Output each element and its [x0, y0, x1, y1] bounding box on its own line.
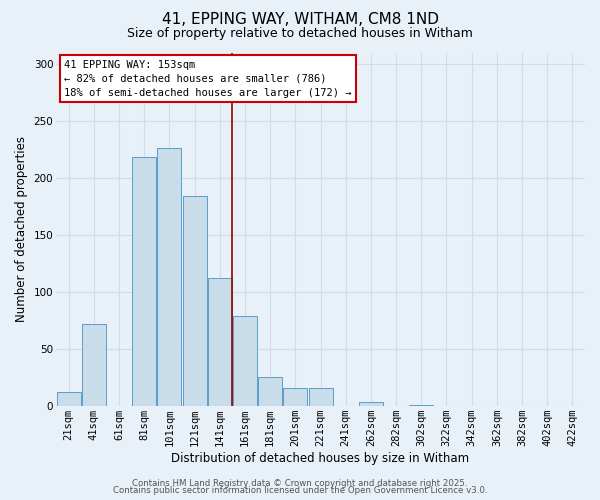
Bar: [359, 402, 383, 406]
Bar: [258, 376, 282, 406]
Text: Contains public sector information licensed under the Open Government Licence v3: Contains public sector information licen…: [113, 486, 487, 495]
Text: Contains HM Land Registry data © Crown copyright and database right 2025.: Contains HM Land Registry data © Crown c…: [132, 478, 468, 488]
Bar: [308, 388, 332, 406]
Bar: [182, 196, 206, 406]
Bar: [283, 388, 307, 406]
Bar: [132, 158, 156, 406]
Text: 41 EPPING WAY: 153sqm
← 82% of detached houses are smaller (786)
18% of semi-det: 41 EPPING WAY: 153sqm ← 82% of detached …: [64, 60, 352, 98]
X-axis label: Distribution of detached houses by size in Witham: Distribution of detached houses by size …: [172, 452, 470, 465]
Bar: [208, 278, 232, 406]
Bar: [82, 324, 106, 406]
Text: 41, EPPING WAY, WITHAM, CM8 1ND: 41, EPPING WAY, WITHAM, CM8 1ND: [161, 12, 439, 28]
Bar: [233, 316, 257, 406]
Text: Size of property relative to detached houses in Witham: Size of property relative to detached ho…: [127, 28, 473, 40]
Bar: [409, 405, 433, 406]
Y-axis label: Number of detached properties: Number of detached properties: [15, 136, 28, 322]
Bar: [57, 392, 80, 406]
Bar: [157, 148, 181, 406]
